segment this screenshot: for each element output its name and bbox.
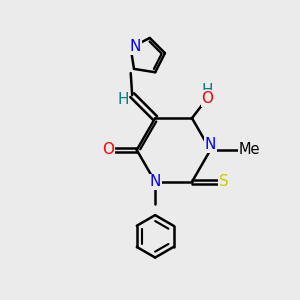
Text: N: N (149, 174, 161, 189)
Text: H: H (202, 83, 213, 98)
Text: N: N (205, 137, 216, 152)
Text: S: S (219, 174, 228, 189)
Text: H: H (117, 92, 128, 107)
Text: Me: Me (239, 142, 260, 158)
Text: N: N (129, 39, 141, 54)
Text: O: O (201, 91, 213, 106)
Text: O: O (102, 142, 114, 158)
